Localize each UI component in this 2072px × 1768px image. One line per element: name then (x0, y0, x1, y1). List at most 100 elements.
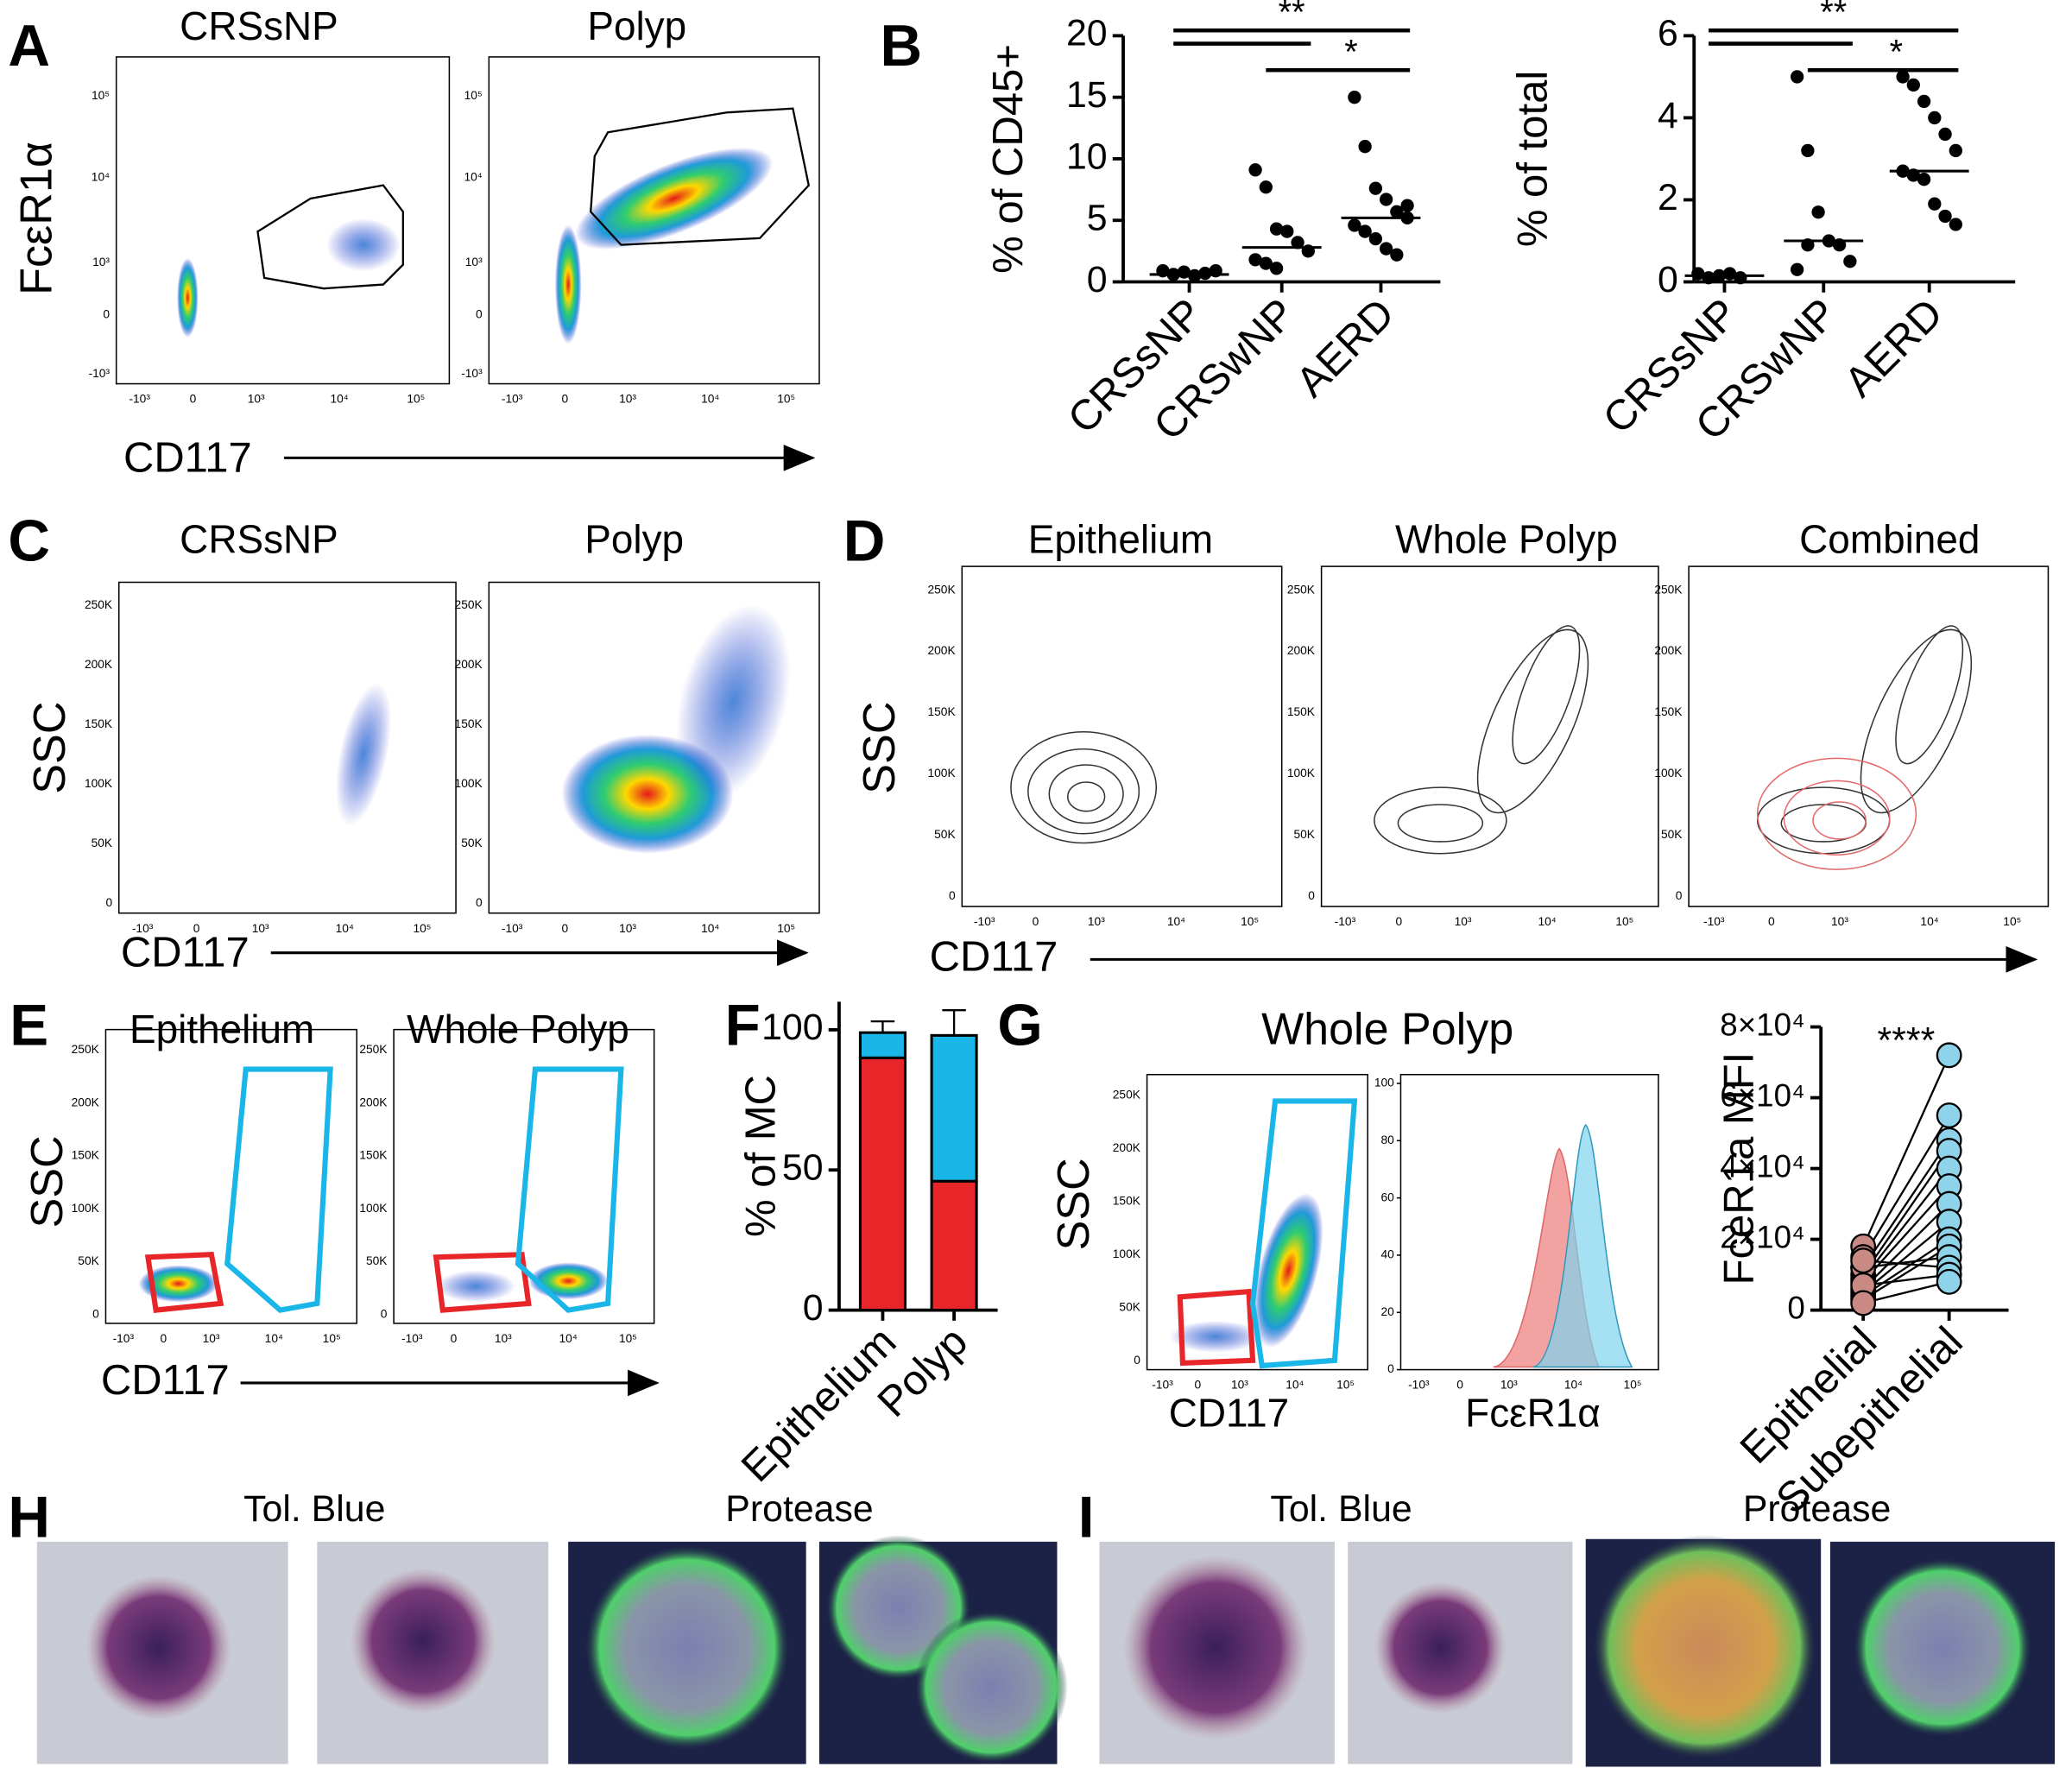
y-tick-label: 0 (949, 889, 956, 902)
y-tick-label: 150K (1113, 1194, 1141, 1207)
dot (1358, 140, 1372, 154)
x-tick-label: 0 (1768, 915, 1775, 928)
bar-segment (858, 1031, 906, 1059)
y-tick-label: 200K (1113, 1141, 1141, 1154)
x-tick-label: 10⁵ (1615, 915, 1633, 928)
dot (1248, 253, 1262, 267)
dot (1368, 181, 1383, 195)
y-axis-label: % of total (1510, 71, 1557, 247)
error-bar (870, 1020, 895, 1033)
y-tick-label: 50 (782, 1147, 824, 1189)
x-tick-label: -10³ (1703, 915, 1725, 928)
panel-title: CRSsNP (180, 3, 338, 48)
x-tick-label: 10⁵ (1241, 915, 1259, 928)
y-tick-label: 8×10⁴ (1720, 1007, 1805, 1042)
x-tick-label: 10⁵ (777, 922, 795, 935)
y-tick-label: 250K (359, 1043, 388, 1056)
x-tick-label: 10³ (495, 1332, 512, 1345)
significance-label: * (1344, 33, 1357, 71)
y-tick-label: 4 (1658, 95, 1678, 136)
pair-line (1862, 1245, 1950, 1301)
x-tick-label: 0 (1033, 915, 1039, 928)
dot (1811, 205, 1825, 219)
x-tick-label: Epithelium (733, 1318, 906, 1491)
x-tick-label: 10⁵ (619, 1332, 637, 1345)
x-tick-label: 10⁵ (414, 922, 432, 935)
x-tick-label: -10³ (502, 922, 523, 935)
y-tick-label: 0 (103, 308, 110, 321)
plot-frame (104, 1028, 358, 1324)
x-tick-label: 10⁴ (701, 922, 719, 935)
y-tick-label: 10 (1066, 136, 1108, 177)
x-tick-label: 0 (1195, 1379, 1202, 1392)
x-tick-label: 0 (562, 922, 569, 935)
x-axis-label: FcεR1α (1465, 1390, 1601, 1435)
annotation: **** (1878, 1020, 1936, 1061)
y-tick-label: 80 (1380, 1133, 1394, 1146)
y-tick-label: 10⁵ (464, 89, 483, 102)
y-tick-label: 250K (72, 1043, 100, 1056)
panel-title: Whole Polyp (1395, 517, 1618, 562)
x-tick-label: -10³ (502, 393, 523, 406)
dot (1896, 70, 1910, 84)
significance-label: ** (1279, 0, 1305, 31)
y-axis-label: FceR1a MFI (1715, 1052, 1762, 1285)
y-tick-label: 20 (1066, 13, 1108, 54)
x-axis-label: CD117 (1169, 1390, 1289, 1435)
x-tick-label: 10³ (203, 1332, 220, 1345)
panel-title: Polyp (584, 517, 684, 562)
y-tick-label: 100 (1374, 1077, 1394, 1089)
y-axis-label: FcεR1α (12, 142, 62, 295)
dot (1259, 180, 1273, 194)
pair-line (1862, 1054, 1950, 1247)
panel-letter: B (881, 14, 923, 79)
x-tick-label: AERD (1835, 290, 1951, 407)
y-tick-label: 0 (1658, 259, 1678, 300)
y-tick-label: 10³ (465, 256, 483, 268)
dot (1348, 218, 1361, 232)
x-tick-label: 0 (161, 1332, 167, 1345)
panel-letter: A (8, 14, 50, 79)
y-tick-label: 200K (72, 1096, 100, 1108)
y-tick-label: 0 (105, 896, 112, 909)
pair-line (1863, 1260, 1949, 1269)
x-tick-label: 10³ (619, 922, 636, 935)
dot (1379, 193, 1393, 206)
y-tick-label: 100K (72, 1202, 100, 1215)
plot-frame (1146, 1073, 1368, 1371)
dot (1390, 248, 1404, 262)
pair-line (1863, 1273, 1949, 1287)
image-label: Tol. Blue (243, 1488, 385, 1530)
dot (1269, 222, 1284, 236)
dot (1790, 262, 1804, 276)
x-axis-label: CD117 (930, 933, 1058, 980)
y-tick-label: 10⁵ (92, 89, 110, 102)
dot (1368, 231, 1383, 246)
plot-frame (488, 56, 820, 385)
panel-title: Combined (1799, 517, 1980, 562)
y-tick-label: 50K (461, 837, 483, 849)
y-tick-label: 0 (1787, 1290, 1804, 1325)
pair-line (1862, 1280, 1949, 1304)
dot (1259, 256, 1273, 270)
y-tick-label: 200K (928, 644, 957, 657)
y-tick-label: 100K (1113, 1247, 1141, 1260)
plot-frame (393, 1028, 655, 1324)
panel-letter: F (725, 993, 761, 1058)
plot-frame (117, 581, 457, 914)
x-tick-label: -10³ (132, 922, 154, 935)
y-tick-label: 50K (1119, 1300, 1140, 1313)
y-tick-label: 150K (359, 1149, 388, 1162)
x-tick-label: 10³ (1500, 1379, 1518, 1392)
y-tick-label: 50K (1661, 828, 1683, 841)
x-tick-label: 10⁵ (777, 393, 795, 406)
dot (1269, 262, 1284, 275)
pair-line (1862, 1167, 1950, 1279)
y-tick-label: -10³ (461, 367, 483, 380)
pair-line (1862, 1203, 1950, 1290)
y-tick-label: 6×10⁴ (1720, 1077, 1805, 1113)
y-tick-label: 50K (78, 1254, 99, 1267)
y-tick-label: 2×10⁴ (1720, 1219, 1805, 1254)
plot-frame (115, 56, 451, 385)
plot-frame (1320, 565, 1659, 907)
